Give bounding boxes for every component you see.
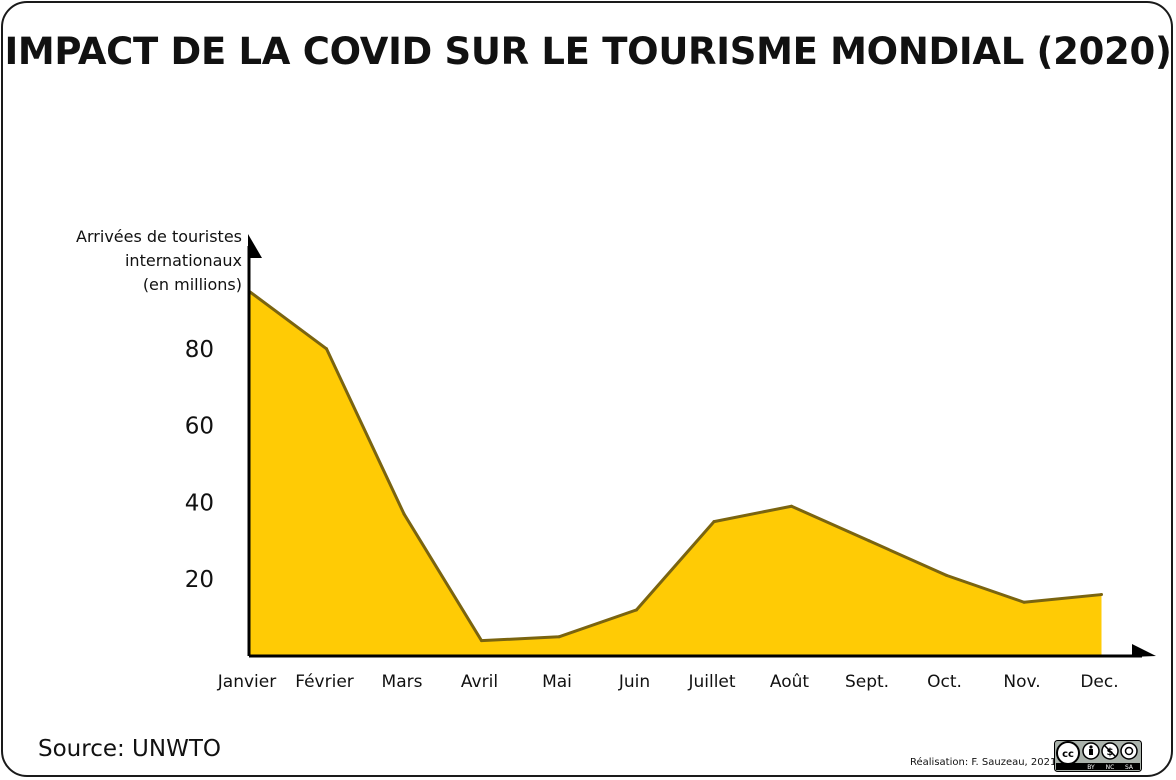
y-axis-label: (en millions) — [143, 275, 242, 294]
x-tick-label: Nov. — [1003, 672, 1040, 692]
y-axis-arrow — [248, 234, 262, 258]
x-tick-label: Août — [770, 672, 810, 692]
data-point-fvrier — [325, 347, 328, 351]
svg-text:$: $ — [1107, 747, 1114, 758]
y-tick-label: 20 — [185, 567, 214, 593]
data-point-juillet — [712, 520, 716, 524]
source-note: Source: UNWTO — [38, 736, 221, 762]
chart-title: IMPACT DE LA COVID SUR LE TOURISME MONDI… — [4, 30, 1172, 73]
data-point-mai — [557, 635, 561, 639]
data-point-mars — [402, 512, 406, 516]
y-axis-label: Arrivées de touristes — [76, 227, 242, 246]
x-tick-label: Oct. — [927, 672, 962, 692]
data-point-dec — [1100, 593, 1103, 597]
y-tick-label: 60 — [185, 414, 214, 440]
data-point-nov — [1022, 600, 1026, 604]
data-point-sept — [867, 539, 871, 543]
x-tick-label: Mars — [382, 672, 423, 692]
y-tick-label: 80 — [185, 337, 214, 363]
x-tick-label: Janvier — [217, 672, 276, 692]
data-point-avril — [480, 639, 483, 643]
area-fill — [249, 291, 1102, 656]
x-axis-arrow — [1132, 644, 1156, 657]
series-line — [248, 289, 1102, 643]
x-tick-label: Sept. — [845, 672, 889, 692]
x-tick-label: Juillet — [687, 672, 735, 692]
data-point-oct — [945, 573, 948, 577]
x-tick-label: Avril — [461, 672, 498, 692]
y-tick-label: 40 — [185, 490, 214, 516]
x-tick-label: Dec. — [1080, 672, 1118, 692]
x-tick-label: Mai — [542, 672, 572, 692]
cc-by-nc-sa-icon: cc $ BY NC SA — [1054, 740, 1142, 772]
sa-mark: SA — [1125, 764, 1134, 771]
data-point-aot — [790, 504, 793, 508]
cc-mark: cc — [1062, 749, 1074, 760]
x-tick-label: Juin — [618, 672, 650, 692]
by-mark: BY — [1087, 764, 1095, 771]
author-credit: Réalisation: F. Sauzeau, 2021 — [910, 757, 1057, 768]
nc-mark: NC — [1106, 764, 1115, 771]
data-point-juin — [635, 608, 638, 612]
x-tick-label: Février — [295, 672, 354, 692]
y-axis-label: internationaux — [125, 251, 242, 270]
